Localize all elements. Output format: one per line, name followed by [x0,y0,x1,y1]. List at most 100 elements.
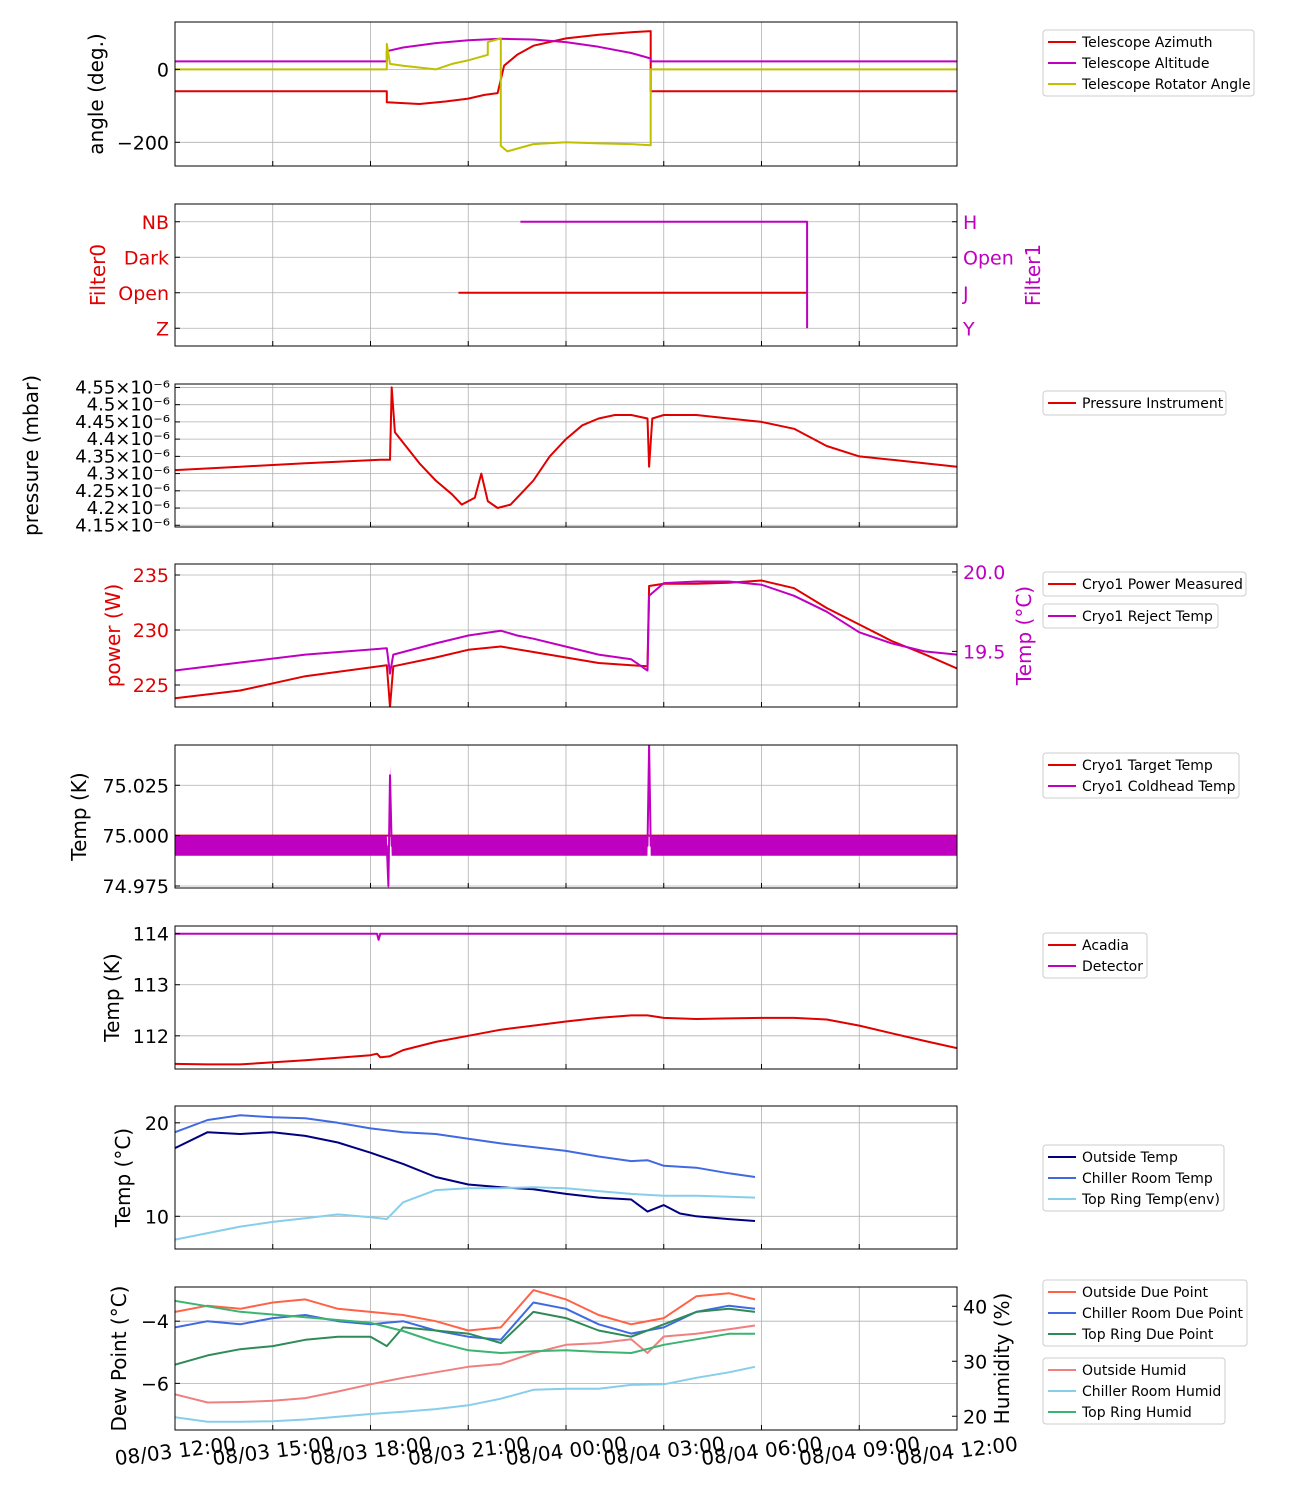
legend-frame [1042,29,1255,97]
y-tick-suffix: ×10⁻⁶ [115,377,170,398]
y-tick-label: 4.35×10⁻⁶ [75,446,170,467]
series-line-1 [520,220,809,329]
legend: Acadia Detector [1042,932,1148,979]
legend-label: Outside Humid [1082,1363,1186,1379]
legend-label: Telescope Azimuth [1081,35,1212,51]
legend-label: Chiller Room Temp [1082,1171,1213,1187]
legend-label: Top Ring Humid [1081,1405,1192,1421]
y-tick-label: 225 [133,675,169,697]
y-tick-label-right: 20.0 [963,562,1005,584]
y-tick-number: 4.25 [75,481,115,502]
series-group [458,220,809,329]
series-line-1 [175,1114,756,1178]
y-tick-label: 114 [133,924,169,946]
y-tick-suffix: ×10⁻⁶ [115,446,170,467]
legend: Cryo1 Reject Temp [1042,603,1219,629]
y-tick-label: 4.15×10⁻⁶ [75,515,170,536]
y-axis-label: Filter0 [86,244,110,306]
legend-frame [1042,1144,1225,1212]
series-group [175,745,957,888]
y-axis-label: Temp (K) [67,772,91,861]
legend-label: Telescope Rotator Angle [1081,77,1251,93]
y-tick-label: 230 [133,620,169,642]
series-line-0 [175,386,957,509]
y-axis-label: Temp (°C) [111,1128,135,1228]
series-group [175,1114,756,1241]
y-tick-label: 112 [133,1026,169,1048]
series-line-1 [175,745,957,887]
legend: Cryo1 Target Temp Cryo1 Coldhead Temp [1042,752,1240,799]
y-tick-label-right: Open [963,247,1014,269]
y-tick-label: 113 [133,975,169,997]
y-tick-label: 4.3×10⁻⁶ [87,464,170,485]
panel-filters: Z Open Dark NB YJ Open H Filter0 Filter1 [86,203,1045,347]
y-tick-label: 4.2×10⁻⁶ [87,498,170,519]
y-tick-label: −200 [117,132,169,154]
panel-environment: 10 20 Temp (°C) Outside Temp Chiller Room Te… [111,1105,1225,1250]
y-tick-suffix: ×10⁻⁶ [115,412,170,433]
series-group [175,30,957,153]
series-line-5 [175,1299,755,1354]
y-tick-label-right: J [962,283,969,305]
y-tick-suffix: ×10⁻⁶ [115,395,170,416]
y-tick-number: 4.4 [87,429,116,450]
series-line-0 [175,579,957,707]
legend-frame [1042,1357,1226,1425]
series-line-0 [175,1131,756,1222]
legend-label: Outside Due Point [1082,1285,1209,1301]
y-tick-number: 4.45 [75,412,115,433]
y-tick-label: 0 [157,59,169,81]
y-axis-label: Dew Point (°C) [107,1285,131,1431]
panel-pressure: 4.15×10⁻⁶4.2×10⁻⁶4.25×10⁻⁶4.3×10⁻⁶4.35×1… [19,375,1227,536]
legend-label: Pressure Instrument [1082,396,1224,412]
legend-label: Top Ring Temp(env) [1081,1192,1220,1208]
legend: Telescope Azimuth Telescope Altitude Teles… [1042,29,1255,97]
legend-label: Acadia [1082,938,1129,954]
y-tick-suffix: ×10⁻⁶ [115,429,170,450]
y-tick-label-right: 19.5 [963,641,1005,663]
y-tick-number: 4.5 [87,395,116,416]
y-tick-label-right: 30 [963,1351,987,1373]
y-tick-label: 10 [145,1206,169,1228]
y-axis-label: power (W) [101,584,125,688]
y-tick-label-right: H [963,212,977,234]
y-tick-number: 4.35 [75,446,115,467]
y-tick-label: Z [156,318,169,340]
y-tick-number: 4.2 [87,498,116,519]
legend-label: Cryo1 Reject Temp [1082,609,1213,625]
y-tick-label: Dark [124,247,169,269]
series-line-1 [175,932,957,941]
y-tick-label: Open [118,283,169,305]
legend: Pressure Instrument [1042,390,1227,416]
panel-acadia: 112 113 114 Temp (K) Acadia Detector [100,924,1148,1070]
series-line-2 [175,1186,756,1241]
y-tick-label-right: 40 [963,1296,987,1318]
legend: Outside Temp Chiller Room Temp Top Ring Te… [1042,1144,1225,1212]
y-axis-label-right: Filter1 [1021,244,1045,306]
y-tick-suffix: ×10⁻⁶ [115,515,170,536]
y-tick-label: 20 [145,1113,169,1135]
series-band-1 [175,745,957,888]
y-tick-label: −4 [141,1311,169,1333]
series-line-1 [175,1301,756,1341]
legend-label: Cryo1 Power Measured [1082,577,1243,593]
y-axis-label-right: Temp (°C) [1012,586,1036,686]
legend-frame [1042,752,1240,799]
legend-label: Detector [1082,959,1143,975]
legend-frame [1042,1279,1248,1347]
y-axis-label-right: Humidity (%) [990,1293,1014,1425]
series-line-1 [175,580,957,675]
y-axis-label: angle (deg.) [84,33,108,155]
series-line-2 [175,1307,756,1366]
series-line-1 [175,37,957,63]
y-tick-label: NB [142,212,169,234]
y-tick-label: −6 [141,1373,169,1395]
legend-label: Telescope Altitude [1081,56,1210,72]
series-group [175,1289,756,1423]
y-tick-suffix: ×10⁻⁶ [115,498,170,519]
panel-dewpoint: −6 −4 20 30 40 Dew Point (°C) Humidity (%) Outs… [107,1279,1248,1432]
y-tick-label-right: Y [962,318,975,340]
y-tick-label: 74.975 [103,876,169,898]
